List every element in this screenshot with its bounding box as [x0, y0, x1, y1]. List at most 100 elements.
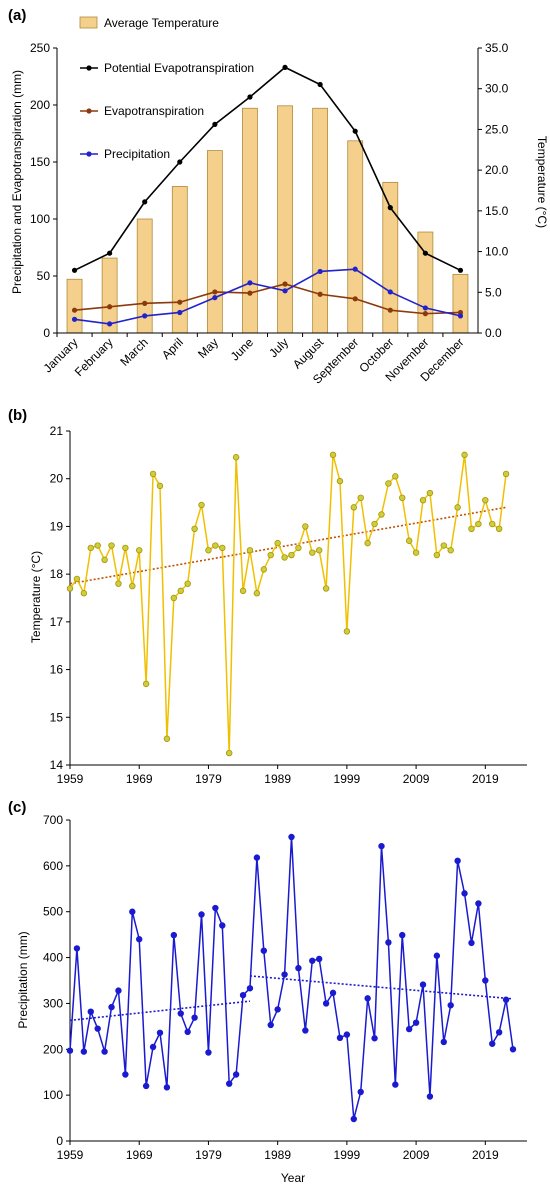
data-point-1976 — [184, 580, 191, 587]
panel-b-y-axis-title: Temperature (°C) — [29, 551, 43, 643]
data-point-1984 — [239, 587, 247, 595]
series-0-point-9 — [387, 205, 393, 211]
data-point-1994 — [309, 957, 316, 964]
temperature-bar-august — [312, 107, 329, 334]
series-0-point-11 — [457, 267, 464, 273]
data-point-2006 — [392, 473, 399, 480]
temperature-bar-may — [206, 150, 223, 334]
y-tick-label: 700 — [43, 813, 63, 827]
data-point-2002 — [364, 539, 371, 547]
y2-tick-label: 25.0 — [485, 122, 509, 136]
temperature-bar-september — [347, 140, 364, 334]
series-2-point-3 — [177, 309, 183, 316]
y-tick-label: 20 — [50, 472, 64, 486]
trend-line-1 — [249, 975, 514, 1000]
data-point-1970 — [142, 680, 150, 688]
data-point-2021 — [495, 1029, 503, 1036]
series-2-point-1 — [107, 321, 113, 327]
y-tick-label: 200 — [43, 1042, 63, 1056]
data-point-1966 — [115, 580, 122, 587]
data-point-1995 — [315, 955, 323, 963]
data-point-2009 — [412, 549, 420, 556]
series-0-point-7 — [317, 81, 323, 88]
data-point-1962 — [87, 1008, 94, 1015]
data-point-1969 — [136, 936, 143, 943]
x-tick-label-february: February — [72, 335, 116, 379]
data-point-1959 — [66, 1047, 74, 1054]
panel-c: (c) 0 100 200 300 400 500 600 700 1959 1969 1979 19… — [8, 799, 527, 1185]
legend-swatch-average-temperature — [79, 16, 98, 29]
data-point-2020 — [489, 1040, 496, 1047]
y-tick-label: 0 — [43, 326, 50, 340]
data-point-1977 — [191, 525, 198, 533]
data-point-2003 — [371, 1035, 378, 1042]
panel-c-y-axis-title: Precipitation (mm) — [16, 931, 30, 1028]
data-point-1997 — [329, 989, 337, 997]
x-tick-label-april: April — [159, 335, 186, 362]
data-point-2008 — [405, 1025, 413, 1033]
y2-tick-label: 20.0 — [485, 163, 509, 177]
data-point-1986 — [253, 854, 261, 861]
data-point-2020 — [489, 520, 496, 528]
data-point-1972 — [156, 482, 164, 490]
series-line-0 — [74, 66, 461, 272]
y-tick-label: 15 — [50, 710, 64, 724]
legend-label-0: Potential Evapotranspiration — [104, 61, 254, 75]
y2-tick-label: 15.0 — [485, 204, 509, 218]
x-tick-label: 1969 — [126, 772, 153, 786]
data-point-1993 — [302, 523, 309, 530]
data-point-1998 — [336, 1034, 344, 1042]
y-tick-label: 100 — [43, 1088, 63, 1102]
data-point-1984 — [239, 991, 247, 999]
series-line — [69, 454, 507, 754]
legend-label-2: Precipitation — [104, 147, 170, 161]
legend-swatch-marker-0 — [86, 65, 92, 71]
data-point-1964 — [101, 1048, 108, 1055]
data-point-1973 — [163, 735, 171, 742]
series-1-point-5 — [247, 290, 253, 296]
data-point-1976 — [184, 1028, 191, 1036]
data-point-2011 — [426, 489, 434, 497]
data-point-1964 — [101, 556, 108, 564]
series-0-point-4 — [212, 121, 218, 127]
data-point-1963 — [94, 1025, 101, 1032]
data-point-1981 — [219, 922, 226, 929]
data-point-2000 — [350, 504, 357, 511]
series-0-point-5 — [247, 94, 253, 100]
series-0-point-3 — [177, 159, 183, 165]
data-point-1990 — [281, 971, 288, 978]
data-point-2018 — [475, 900, 482, 907]
y2-tick-label: 35.0 — [485, 41, 509, 55]
data-point-1966 — [115, 987, 122, 994]
series-2-point-0 — [71, 316, 78, 322]
x-tick-label: 1989 — [264, 772, 291, 786]
data-point-2012 — [433, 952, 441, 959]
series-0-point-1 — [107, 250, 113, 256]
data-point-1967 — [122, 1071, 129, 1078]
data-point-1967 — [122, 544, 129, 552]
x-tick-label: 2009 — [403, 1148, 430, 1162]
data-point-1997 — [329, 451, 337, 459]
series-0-point-2 — [142, 199, 148, 205]
x-tick-label: 1999 — [334, 772, 361, 786]
x-tick-label-june: June — [228, 335, 257, 364]
series-2-point-5 — [247, 280, 253, 286]
data-point-1987 — [260, 566, 268, 573]
series-0-point-6 — [282, 64, 288, 70]
data-point-1965 — [108, 542, 115, 549]
x-tick-label-may: May — [195, 335, 221, 361]
x-tick-label-july: July — [266, 335, 291, 360]
data-point-1995 — [315, 547, 323, 554]
x-tick-label: 2009 — [403, 772, 430, 786]
x-tick-label: 2019 — [472, 1148, 499, 1162]
series-0-point-10 — [422, 250, 428, 256]
data-point-1960 — [73, 945, 81, 952]
series-1-point-9 — [387, 307, 393, 313]
panel-b-label: (b) — [8, 407, 27, 424]
y-tick-label: 500 — [43, 905, 63, 919]
data-point-2001 — [357, 494, 364, 501]
data-point-2006 — [392, 1081, 399, 1088]
temperature-bar-july — [277, 105, 293, 334]
x-tick-label: 1969 — [126, 1148, 153, 1162]
data-point-1986 — [253, 590, 261, 597]
